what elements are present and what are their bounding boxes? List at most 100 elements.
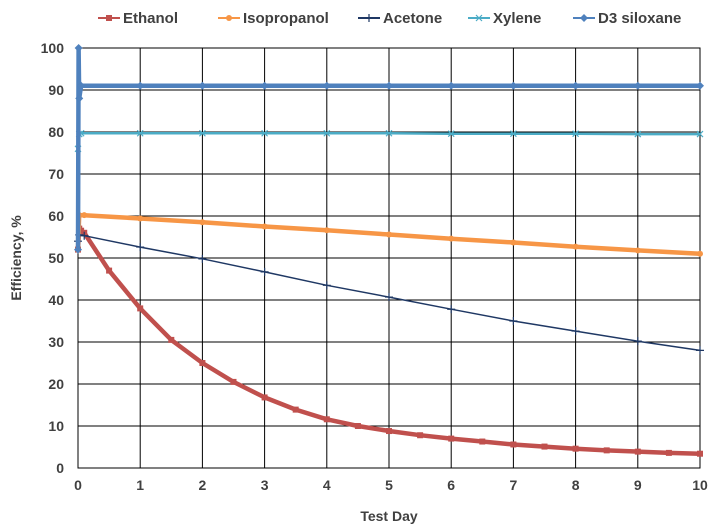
data-point-d3-siloxane xyxy=(571,81,580,90)
data-point-d3-siloxane xyxy=(77,81,86,90)
data-point-ethanol xyxy=(168,336,175,343)
x-axis-label: Test Day xyxy=(360,508,418,524)
data-point-ethanol xyxy=(323,416,330,423)
data-point-d3-siloxane xyxy=(260,81,269,90)
data-point-acetone xyxy=(571,327,580,336)
legend-swatch-marker xyxy=(106,15,112,21)
y-tick-label: 40 xyxy=(48,292,64,308)
data-point-isopropanol xyxy=(634,247,641,254)
data-point-isopropanol xyxy=(510,239,517,246)
x-tick-label: 4 xyxy=(323,477,331,493)
data-point-ethanol xyxy=(479,438,486,445)
data-point-isopropanol xyxy=(81,212,88,219)
legend-swatch-marker xyxy=(475,14,483,22)
legend-item-d3-siloxane: D3 siloxane xyxy=(573,10,681,27)
data-point-d3-siloxane xyxy=(509,81,518,90)
series-layer xyxy=(74,44,704,457)
legend-swatch-marker xyxy=(226,15,232,21)
data-point-xylene xyxy=(198,129,206,137)
series-d3-siloxane xyxy=(74,44,704,254)
data-point-acetone xyxy=(80,231,89,240)
data-point-acetone xyxy=(136,243,145,252)
data-point-acetone xyxy=(385,293,393,302)
grid-layer xyxy=(77,47,701,469)
data-point-isopropanol xyxy=(199,219,206,226)
y-tick-label: 0 xyxy=(56,460,64,476)
y-axis-label: Efficiency, % xyxy=(8,215,24,301)
data-point-ethanol xyxy=(417,432,424,439)
data-point-isopropanol xyxy=(137,215,144,222)
data-point-xylene xyxy=(509,130,517,138)
data-point-d3-siloxane xyxy=(75,94,84,103)
data-point-ethanol xyxy=(106,267,113,274)
data-point-xylene xyxy=(696,130,704,138)
legend-swatch-marker xyxy=(580,14,588,22)
data-point-d3-siloxane xyxy=(74,44,83,52)
series-xylene xyxy=(74,129,704,153)
x-tick-label: 8 xyxy=(572,477,580,493)
data-point-isopropanol xyxy=(448,235,455,242)
data-point-ethanol xyxy=(448,435,455,442)
data-point-ethanol xyxy=(137,305,144,312)
data-point-acetone xyxy=(322,281,331,290)
legend-label: D3 siloxane xyxy=(598,10,681,27)
data-point-acetone xyxy=(198,254,207,263)
data-point-ethanol xyxy=(572,445,579,452)
x-tick-label: 10 xyxy=(692,477,708,493)
data-point-xylene xyxy=(385,129,393,137)
data-point-d3-siloxane xyxy=(136,81,145,90)
data-point-isopropanol xyxy=(386,231,392,238)
y-tick-label: 90 xyxy=(48,82,64,98)
y-tick-label: 10 xyxy=(48,418,64,434)
legend-swatch-marker xyxy=(365,14,373,22)
data-point-ethanol xyxy=(386,428,392,435)
data-point-isopropanol xyxy=(697,250,703,257)
x-tick-label: 2 xyxy=(199,477,207,493)
data-point-d3-siloxane xyxy=(447,81,456,90)
data-point-ethanol xyxy=(634,448,641,455)
data-point-d3-siloxane xyxy=(696,81,704,90)
data-point-acetone xyxy=(696,346,704,355)
x-tick-label: 1 xyxy=(136,477,144,493)
data-point-ethanol xyxy=(199,360,206,366)
data-point-acetone xyxy=(633,337,642,346)
x-tick-label: 5 xyxy=(385,477,393,493)
y-tick-label: 50 xyxy=(48,250,64,266)
legend-label: Ethanol xyxy=(123,10,178,27)
x-tick-label: 7 xyxy=(510,477,518,493)
legend: Ethanol Isopropanol Acetone Xylene D3 siloxa… xyxy=(98,10,681,27)
data-point-d3-siloxane xyxy=(74,245,82,254)
data-point-ethanol xyxy=(541,443,548,450)
data-point-ethanol xyxy=(354,423,361,429)
data-point-xylene xyxy=(572,130,580,138)
legend-label: Acetone xyxy=(383,10,442,27)
data-point-xylene xyxy=(261,129,269,137)
data-point-ethanol xyxy=(261,394,268,401)
series-acetone xyxy=(74,230,704,355)
data-point-ethanol xyxy=(697,450,703,457)
data-point-d3-siloxane xyxy=(385,81,393,90)
y-tick-label: 60 xyxy=(48,208,64,224)
data-point-xylene xyxy=(136,129,144,137)
data-point-d3-siloxane xyxy=(633,81,642,90)
legend-item-ethanol: Ethanol xyxy=(98,10,178,27)
x-tick-label: 3 xyxy=(261,477,269,493)
y-tick-label: 20 xyxy=(48,376,64,392)
data-point-xylene xyxy=(323,129,331,137)
data-point-ethanol xyxy=(665,449,672,456)
data-point-acetone xyxy=(260,267,269,276)
data-point-d3-siloxane xyxy=(322,81,331,90)
data-point-xylene xyxy=(447,130,455,138)
data-point-isopropanol xyxy=(261,223,268,230)
data-point-isopropanol xyxy=(323,227,330,234)
data-point-ethanol xyxy=(603,447,610,454)
data-point-ethanol xyxy=(292,406,299,413)
y-tick-label: 80 xyxy=(48,124,64,140)
legend-item-xylene: Xylene xyxy=(468,10,541,27)
y-tick-label: 30 xyxy=(48,334,64,350)
series-line-ethanol xyxy=(75,226,701,456)
y-tick-label: 100 xyxy=(41,40,65,56)
